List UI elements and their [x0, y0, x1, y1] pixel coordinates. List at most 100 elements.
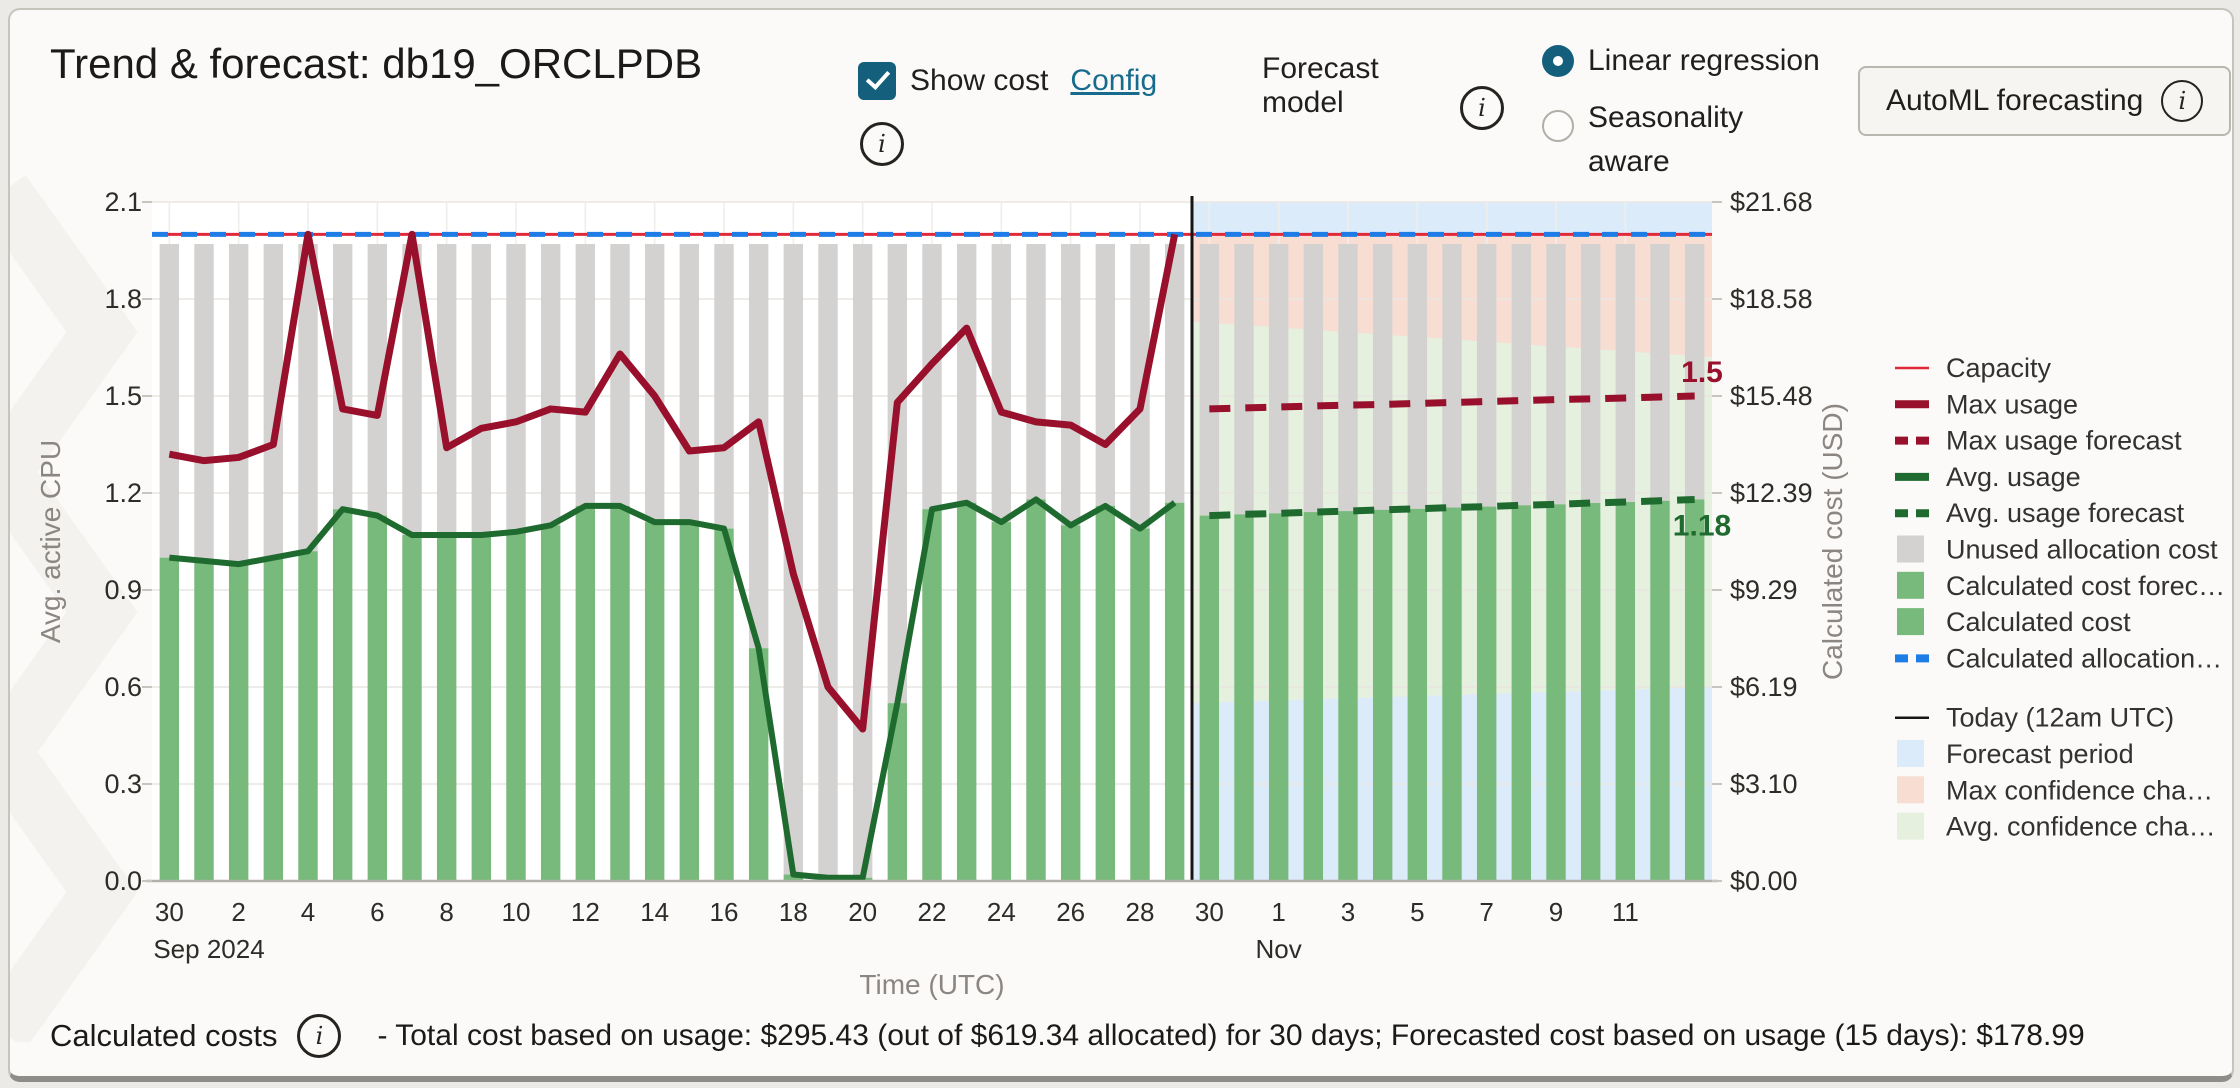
- svg-text:Sep 2024: Sep 2024: [153, 934, 264, 964]
- svg-text:1.5: 1.5: [104, 381, 142, 411]
- automl-info-icon[interactable]: i: [2161, 80, 2204, 122]
- svg-text:Unused allocation cost: Unused allocation cost: [1946, 535, 2218, 565]
- svg-text:8: 8: [439, 897, 453, 927]
- radio-seasonality-label: Seasonality aware: [1588, 101, 1744, 178]
- svg-text:18: 18: [779, 897, 808, 927]
- show-cost-info-icon[interactable]: i: [860, 122, 904, 166]
- automl-button-label: AutoML forecasting: [1886, 84, 2144, 117]
- svg-text:Calculated cost: Calculated cost: [1946, 607, 2131, 637]
- svg-text:Max usage forecast: Max usage forecast: [1946, 426, 2182, 456]
- radio-linear-regression[interactable]: Linear regression: [1542, 44, 1820, 78]
- avg-usage-line: [169, 496, 1177, 881]
- radio-seasonality-aware[interactable]: Seasonality aware: [1542, 96, 1768, 183]
- svg-text:$21.68: $21.68: [1730, 187, 1813, 217]
- svg-text:3: 3: [1341, 897, 1355, 927]
- svg-text:$6.19: $6.19: [1730, 672, 1798, 702]
- legend-item[interactable]: Unused allocation cost: [1897, 535, 2218, 565]
- svg-text:2.1: 2.1: [104, 187, 142, 217]
- trend-forecast-chart[interactable]: 1.5 1.18 0.0 0.3 0.6 0.9 1.2 1.5 1.8 2.1 Avg. acti…: [10, 142, 2232, 1042]
- legend-item[interactable]: Today (12am UTC): [1895, 703, 2174, 733]
- svg-text:9: 9: [1549, 897, 1563, 927]
- annotation-1.18: 1.18: [1673, 509, 1731, 542]
- radio-selected-icon: [1542, 45, 1574, 77]
- avg-usage-forecast-line: [1209, 495, 1695, 520]
- svg-text:1.8: 1.8: [104, 284, 142, 314]
- show-cost-checkbox[interactable]: [858, 62, 896, 100]
- svg-text:0.6: 0.6: [104, 672, 142, 702]
- svg-text:$15.48: $15.48: [1730, 381, 1813, 411]
- svg-text:4: 4: [301, 897, 315, 927]
- svg-text:2: 2: [231, 897, 245, 927]
- svg-text:Calculated cost forec…: Calculated cost forec…: [1946, 571, 2225, 601]
- cost-bars: [159, 244, 1705, 881]
- svg-text:30: 30: [1195, 897, 1224, 927]
- show-cost-label: Show cost: [910, 64, 1049, 97]
- svg-text:$3.10: $3.10: [1730, 769, 1798, 799]
- svg-text:1.2: 1.2: [104, 478, 142, 508]
- svg-text:12: 12: [571, 897, 600, 927]
- legend-item[interactable]: Max usage: [1895, 389, 2078, 419]
- svg-text:Max confidence cha…: Max confidence cha…: [1946, 775, 2213, 805]
- legend-item[interactable]: Capacity: [1895, 353, 2052, 383]
- svg-text:6: 6: [370, 897, 384, 927]
- legend-item[interactable]: Forecast period: [1897, 739, 2134, 769]
- radio-unselected-icon: [1542, 110, 1574, 142]
- svg-text:Calculated cost (USD): Calculated cost (USD): [1817, 403, 1848, 680]
- calculated-costs-text: - Total cost based on usage: $295.43 (ou…: [377, 1019, 2085, 1052]
- svg-text:Avg. confidence cha…: Avg. confidence cha…: [1946, 812, 2216, 842]
- calculated-costs-label: Calculated costs: [50, 1018, 278, 1053]
- max-usage-line: [168, 230, 1179, 733]
- config-link[interactable]: Config: [1070, 64, 1158, 97]
- legend-item[interactable]: Max usage forecast: [1895, 426, 2182, 456]
- svg-text:Max usage: Max usage: [1946, 389, 2078, 419]
- svg-text:22: 22: [918, 897, 947, 927]
- radio-linear-label: Linear regression: [1588, 44, 1820, 77]
- trend-forecast-card: Trend & forecast: db19_ORCLPDB Show cost…: [8, 8, 2234, 1082]
- svg-text:$18.58: $18.58: [1730, 284, 1813, 314]
- svg-text:Time (UTC): Time (UTC): [859, 969, 1004, 1000]
- svg-text:Avg. usage forecast: Avg. usage forecast: [1946, 498, 2185, 528]
- calculated-costs-info-icon[interactable]: i: [297, 1014, 342, 1058]
- svg-text:5: 5: [1410, 897, 1424, 927]
- show-cost-control: Show cost Config: [858, 62, 1157, 100]
- calculated-costs-footer: Calculated costs i - Total cost based on…: [50, 1014, 2085, 1058]
- svg-text:Calculated allocation…: Calculated allocation…: [1946, 643, 2222, 673]
- svg-text:26: 26: [1056, 897, 1085, 927]
- svg-text:0.9: 0.9: [104, 575, 142, 605]
- svg-text:10: 10: [502, 897, 531, 927]
- y-axis-left: 0.0 0.3 0.6 0.9 1.2 1.5 1.8 2.1 Avg. active CPU: [35, 187, 152, 896]
- svg-text:Forecast period: Forecast period: [1946, 739, 2134, 769]
- annotation-1.5: 1.5: [1681, 356, 1723, 389]
- legend-item[interactable]: Calculated allocation…: [1895, 643, 2222, 673]
- svg-text:Avg. active CPU: Avg. active CPU: [35, 440, 66, 643]
- svg-text:Capacity: Capacity: [1946, 353, 2052, 383]
- svg-text:7: 7: [1479, 897, 1493, 927]
- svg-text:$12.39: $12.39: [1730, 478, 1813, 508]
- svg-text:14: 14: [640, 897, 669, 927]
- svg-text:28: 28: [1126, 897, 1155, 927]
- svg-text:$0.00: $0.00: [1730, 866, 1798, 896]
- automl-forecasting-button[interactable]: AutoML forecasting i: [1858, 66, 2232, 136]
- page-title: Trend & forecast: db19_ORCLPDB: [50, 40, 703, 87]
- background-watermark: [10, 175, 138, 1042]
- max-usage-forecast-line: [1209, 392, 1695, 413]
- svg-text:Today (12am UTC): Today (12am UTC): [1946, 703, 2174, 733]
- legend-item[interactable]: Avg. usage: [1895, 462, 2081, 492]
- svg-text:30: 30: [155, 897, 184, 927]
- svg-text:0.3: 0.3: [104, 769, 142, 799]
- legend-item[interactable]: Avg. usage forecast: [1895, 498, 2185, 528]
- svg-text:0.0: 0.0: [104, 866, 142, 896]
- svg-text:16: 16: [710, 897, 739, 927]
- legend-item[interactable]: Calculated cost forec…: [1897, 571, 2225, 601]
- legend-item[interactable]: Avg. confidence cha…: [1897, 812, 2216, 842]
- svg-text:Avg. usage: Avg. usage: [1946, 462, 2081, 492]
- forecast-model-info-icon[interactable]: i: [1460, 86, 1504, 130]
- forecast-model-label: Forecast model: [1262, 52, 1379, 119]
- svg-text:1: 1: [1271, 897, 1285, 927]
- svg-text:Nov: Nov: [1256, 934, 1302, 964]
- legend-item[interactable]: Calculated cost: [1897, 607, 2131, 637]
- legend-item[interactable]: Max confidence cha…: [1897, 775, 2213, 805]
- svg-text:11: 11: [1612, 897, 1639, 927]
